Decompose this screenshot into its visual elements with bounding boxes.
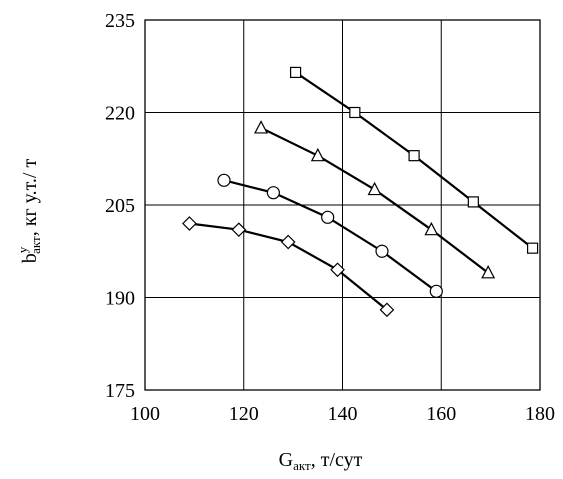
circle-marker <box>217 173 231 187</box>
series-diamond <box>182 216 395 318</box>
y-tick-label: 190 <box>105 288 135 310</box>
series-triangle <box>254 120 496 279</box>
y-tick-labels: 175 190 205 220 235 <box>105 10 135 402</box>
x-tick-label: 120 <box>229 403 259 425</box>
series-line <box>223 179 437 293</box>
diamond-marker <box>330 262 345 278</box>
data-series <box>182 66 539 318</box>
diamond-marker <box>231 222 247 238</box>
x-axis-title-main: G <box>279 449 293 471</box>
gridlines <box>145 20 540 390</box>
triangle-marker <box>424 221 439 236</box>
circle-marker <box>375 244 389 258</box>
square-marker <box>526 242 539 254</box>
x-tick-label: 100 <box>130 403 160 425</box>
square-marker <box>467 196 479 208</box>
square-marker <box>289 66 302 79</box>
y-axis-title: bуакт, кг у.т./ т <box>15 159 43 264</box>
triangle-marker <box>481 265 496 279</box>
y-axis-title-subscript: акт <box>28 236 43 254</box>
series-square <box>289 66 539 254</box>
x-axis-title-units: , т/сут <box>311 449 363 471</box>
x-tick-labels: 100 120 140 160 180 <box>130 403 555 425</box>
series-circle <box>217 173 443 298</box>
diamond-marker <box>379 302 395 318</box>
circle-marker <box>266 186 280 200</box>
y-tick-label: 205 <box>105 195 135 217</box>
triangle-marker <box>254 120 269 134</box>
triangle-marker <box>310 147 325 162</box>
plot-area <box>144 19 541 391</box>
x-axis-title-subscript: акт <box>293 458 311 473</box>
triangle-marker <box>367 181 382 196</box>
y-tick-label: 175 <box>105 380 135 402</box>
x-tick-label: 180 <box>525 403 555 425</box>
y-axis-title-units: , кг у.т./ т <box>19 159 41 237</box>
y-axis-title-superscript: у <box>15 246 30 253</box>
x-tick-label: 140 <box>328 403 358 425</box>
square-marker <box>349 106 361 119</box>
x-axis-title: Gакт, т/сут <box>279 449 363 473</box>
y-tick-label: 235 <box>105 10 135 32</box>
square-marker <box>408 150 420 162</box>
series-line <box>260 126 489 274</box>
circle-marker <box>321 210 335 224</box>
diamond-marker <box>182 216 197 231</box>
circle-marker <box>429 284 443 298</box>
y-axis-title-main: b <box>19 253 41 263</box>
diamond-marker <box>280 234 296 250</box>
x-tick-label: 160 <box>426 403 456 425</box>
y-tick-label: 220 <box>105 103 135 125</box>
